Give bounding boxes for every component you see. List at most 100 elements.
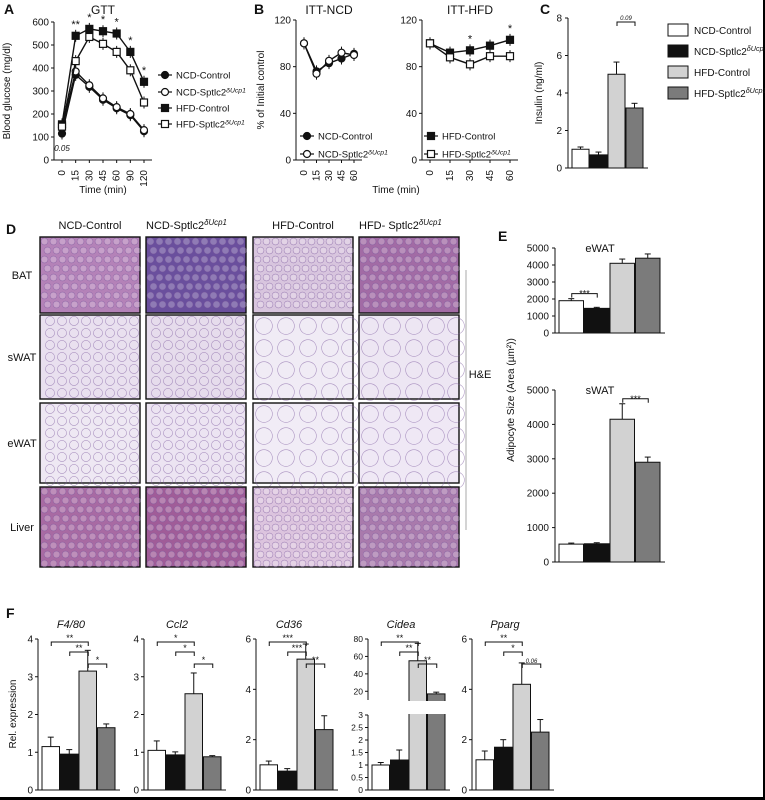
tissue-texture — [151, 316, 161, 326]
legend-label: NCD-Sptlc2δUcp1 — [318, 149, 388, 161]
tissue-texture — [236, 487, 245, 496]
tissue-texture — [316, 523, 325, 532]
tissue-texture — [57, 340, 67, 350]
tissue-texture — [212, 300, 221, 309]
tissue-texture — [146, 523, 155, 532]
tissue-texture — [447, 339, 465, 357]
tissue-texture — [218, 255, 227, 264]
tissue-texture — [422, 487, 431, 496]
tissue-texture — [359, 237, 368, 246]
tissue-texture — [422, 505, 431, 514]
tissue-texture — [129, 428, 139, 438]
tissue-texture — [163, 452, 173, 462]
y-tick-label: 40 — [406, 109, 418, 120]
tissue-texture — [368, 255, 377, 264]
legend-label-base: HFD- Sptlc2 — [359, 220, 419, 232]
tissue-texture — [191, 523, 200, 532]
tissue-texture — [194, 300, 203, 309]
tissue-texture — [81, 416, 91, 426]
legend-swatch — [667, 65, 689, 79]
bar — [315, 729, 334, 791]
tissue-texture — [218, 291, 227, 300]
bar — [571, 148, 590, 169]
tissue-texture — [307, 541, 316, 550]
tissue-texture — [112, 255, 121, 264]
tissue-texture — [199, 376, 209, 386]
tissue-texture — [133, 496, 141, 505]
tissue-texture — [443, 550, 452, 559]
tissue-texture — [79, 550, 88, 559]
tissue-texture — [124, 300, 133, 309]
y-tick-label: 1 — [358, 760, 363, 770]
tissue-texture — [328, 550, 337, 559]
tissue-texture — [227, 487, 236, 496]
tissue-texture — [94, 273, 103, 282]
tissue-texture — [271, 237, 280, 246]
tissue-texture — [45, 440, 55, 450]
tissue-texture — [383, 317, 401, 335]
tissue-texture — [395, 273, 404, 282]
tissue-texture — [85, 487, 94, 496]
panel-letter-f: F — [6, 605, 15, 621]
y-tick-label: 2 — [358, 735, 363, 745]
tissue-texture — [81, 428, 91, 438]
tissue-texture — [93, 452, 103, 462]
tissue-texture — [413, 541, 422, 550]
tissue-texture — [185, 264, 194, 273]
tissue-texture — [413, 505, 422, 514]
tissue-texture — [133, 300, 141, 309]
tissue-texture — [164, 291, 173, 300]
tissue-texture — [359, 487, 368, 496]
tissue-texture — [383, 449, 401, 467]
tissue-texture — [58, 291, 67, 300]
tissue-texture — [368, 559, 377, 568]
tissue-texture — [398, 246, 407, 255]
tissue-texture — [407, 550, 416, 559]
tissue-texture — [203, 514, 212, 523]
significance-bracket — [50, 641, 89, 646]
tissue-texture — [151, 416, 161, 426]
tissue-texture — [209, 505, 218, 514]
significance-mark: *** — [292, 643, 303, 653]
tissue-texture — [212, 550, 221, 559]
tissue-texture — [57, 428, 67, 438]
tissue-texture — [359, 273, 368, 282]
tissue-texture — [449, 541, 458, 550]
tissue-texture — [199, 464, 209, 474]
data-point — [71, 31, 80, 40]
tissue-texture — [117, 452, 127, 462]
tissue-texture — [368, 487, 377, 496]
tissue-texture — [299, 405, 317, 423]
tissue-texture — [447, 405, 465, 423]
tissue-texture — [129, 364, 139, 374]
tissue-texture — [79, 532, 88, 541]
tissue-texture — [235, 404, 245, 414]
tissue-texture — [343, 273, 352, 282]
tissue-texture — [343, 291, 352, 300]
tissue-texture — [117, 416, 127, 426]
tissue-texture — [443, 496, 452, 505]
tissue-texture — [79, 300, 88, 309]
tissue-texture — [130, 559, 139, 568]
tissue-texture — [211, 464, 221, 474]
tissue-texture — [79, 514, 88, 523]
y-tick-label: 4 — [556, 89, 562, 100]
tissue-texture — [88, 282, 97, 291]
histology-image — [145, 314, 247, 400]
tissue-texture — [133, 282, 141, 291]
legend-label-base: NCD-Control — [694, 26, 751, 37]
tissue-texture — [405, 317, 423, 335]
tissue-texture — [40, 505, 49, 514]
gene-title: Ccl2 — [166, 619, 188, 631]
tissue-texture — [57, 352, 67, 362]
tissue-texture — [105, 464, 115, 474]
tissue-texture — [434, 532, 443, 541]
tissue-texture — [218, 237, 227, 246]
tissue-texture — [221, 246, 230, 255]
row-label: Liver — [10, 522, 34, 534]
tissue-texture — [167, 514, 176, 523]
significance-bracket — [622, 398, 649, 403]
y-tick-label: 4000 — [527, 420, 550, 431]
tissue-texture — [175, 464, 185, 474]
y-tick-label: 0.5 — [351, 773, 363, 783]
